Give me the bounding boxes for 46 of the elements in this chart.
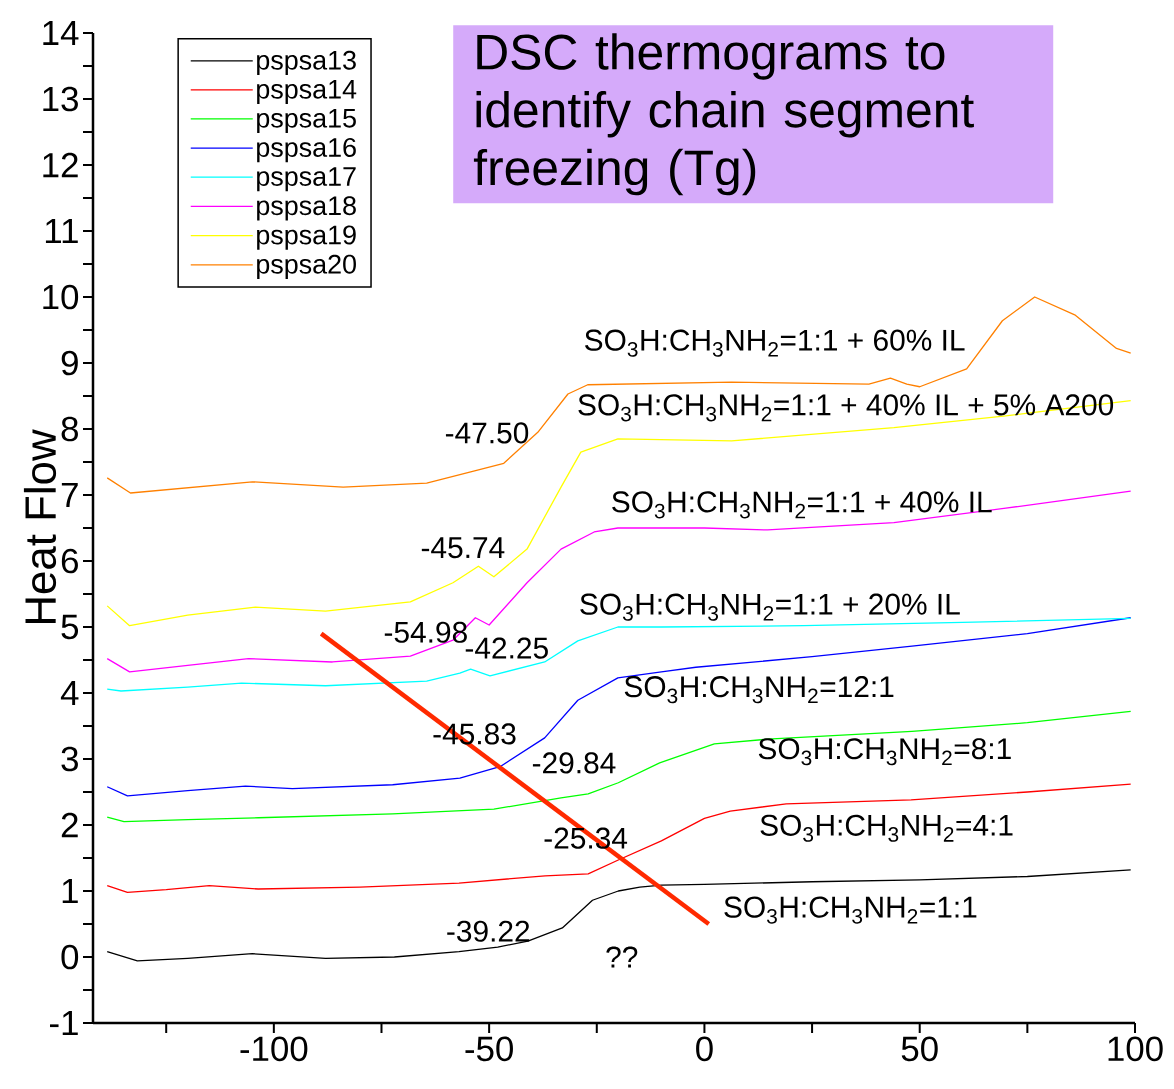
y-tick-label: 3	[61, 746, 78, 772]
legend-label: pspsa17	[257, 167, 356, 192]
legend-label: pspsa15	[257, 108, 356, 134]
annotation: SO$_{3}$H:CH$_{3}$NH$_{2}$=1:1	[724, 896, 977, 924]
y-tick-label: 6	[61, 548, 78, 574]
y-tick-label: 4	[60, 680, 79, 705]
legend-label: pspsa19	[257, 225, 356, 250]
annotation: SO$_{3}$H:CH$_{3}$NH$_{2}$=1:1 + 40% IL	[612, 491, 992, 519]
annotation: -47.50	[445, 422, 529, 444]
y-tick-label: 14	[43, 20, 79, 45]
y-tick-label: 10	[43, 284, 79, 310]
x-tick-label: 50	[901, 1036, 938, 1062]
legend-label: pspsa20	[257, 254, 356, 280]
x-tick-label: 100	[1108, 1036, 1163, 1062]
annotation: SO$_{3}$H:CH$_{3}$NH$_{2}$=1:1 + 60% IL	[585, 329, 965, 357]
legend-label: pspsa18	[257, 196, 356, 221]
y-tick-label: 1	[62, 878, 78, 903]
line-series	[106, 783, 1132, 893]
y-tick-label: 13	[43, 86, 78, 112]
legend-label: pspsa16	[257, 137, 356, 163]
y-tick-label: 0	[61, 944, 79, 970]
x-tick-label: -50	[465, 1036, 513, 1062]
annotation: SO$_{3}$H:CH$_{3}$NH$_{2}$=12:1	[624, 676, 894, 704]
text: DSC thermograms to identify chain segment freezing (Tg)	[473, 33, 974, 196]
y-tick-label: 2	[61, 812, 78, 838]
x-tick-label: -100	[240, 1036, 308, 1062]
x-tick-label: 0	[696, 1036, 713, 1062]
annotation: SO$_{3}$H:CH$_{3}$NH$_{2}$=4:1	[760, 814, 1013, 842]
y-tick-label: 7	[61, 482, 78, 507]
annotation: -42.25	[465, 637, 548, 659]
y-axis-title: Heat Flow	[23, 429, 57, 624]
line-series	[106, 490, 1132, 673]
y-tick-label: -1	[50, 1010, 78, 1035]
y-tick-label: 11	[45, 218, 78, 243]
annotation: ??	[606, 946, 638, 968]
annotation: SO$_{3}$H:CH$_{3}$NH$_{2}$=8:1	[758, 738, 1011, 766]
annotation: -29.84	[532, 752, 616, 774]
y-tick-label: 9	[61, 350, 78, 376]
legend-label: pspsa14	[257, 79, 357, 105]
annotation: -39.22	[447, 920, 530, 942]
y-tick-label: 5	[61, 614, 79, 640]
y-tick-label: 8	[61, 416, 78, 442]
annotation: SO$_{3}$H:CH$_{3}$NH$_{2}$=1:1 + 20% IL	[580, 593, 960, 621]
annotation: -45.74	[421, 537, 505, 559]
y-tick-label: 12	[43, 152, 78, 178]
legend-label: pspsa13	[257, 50, 356, 76]
